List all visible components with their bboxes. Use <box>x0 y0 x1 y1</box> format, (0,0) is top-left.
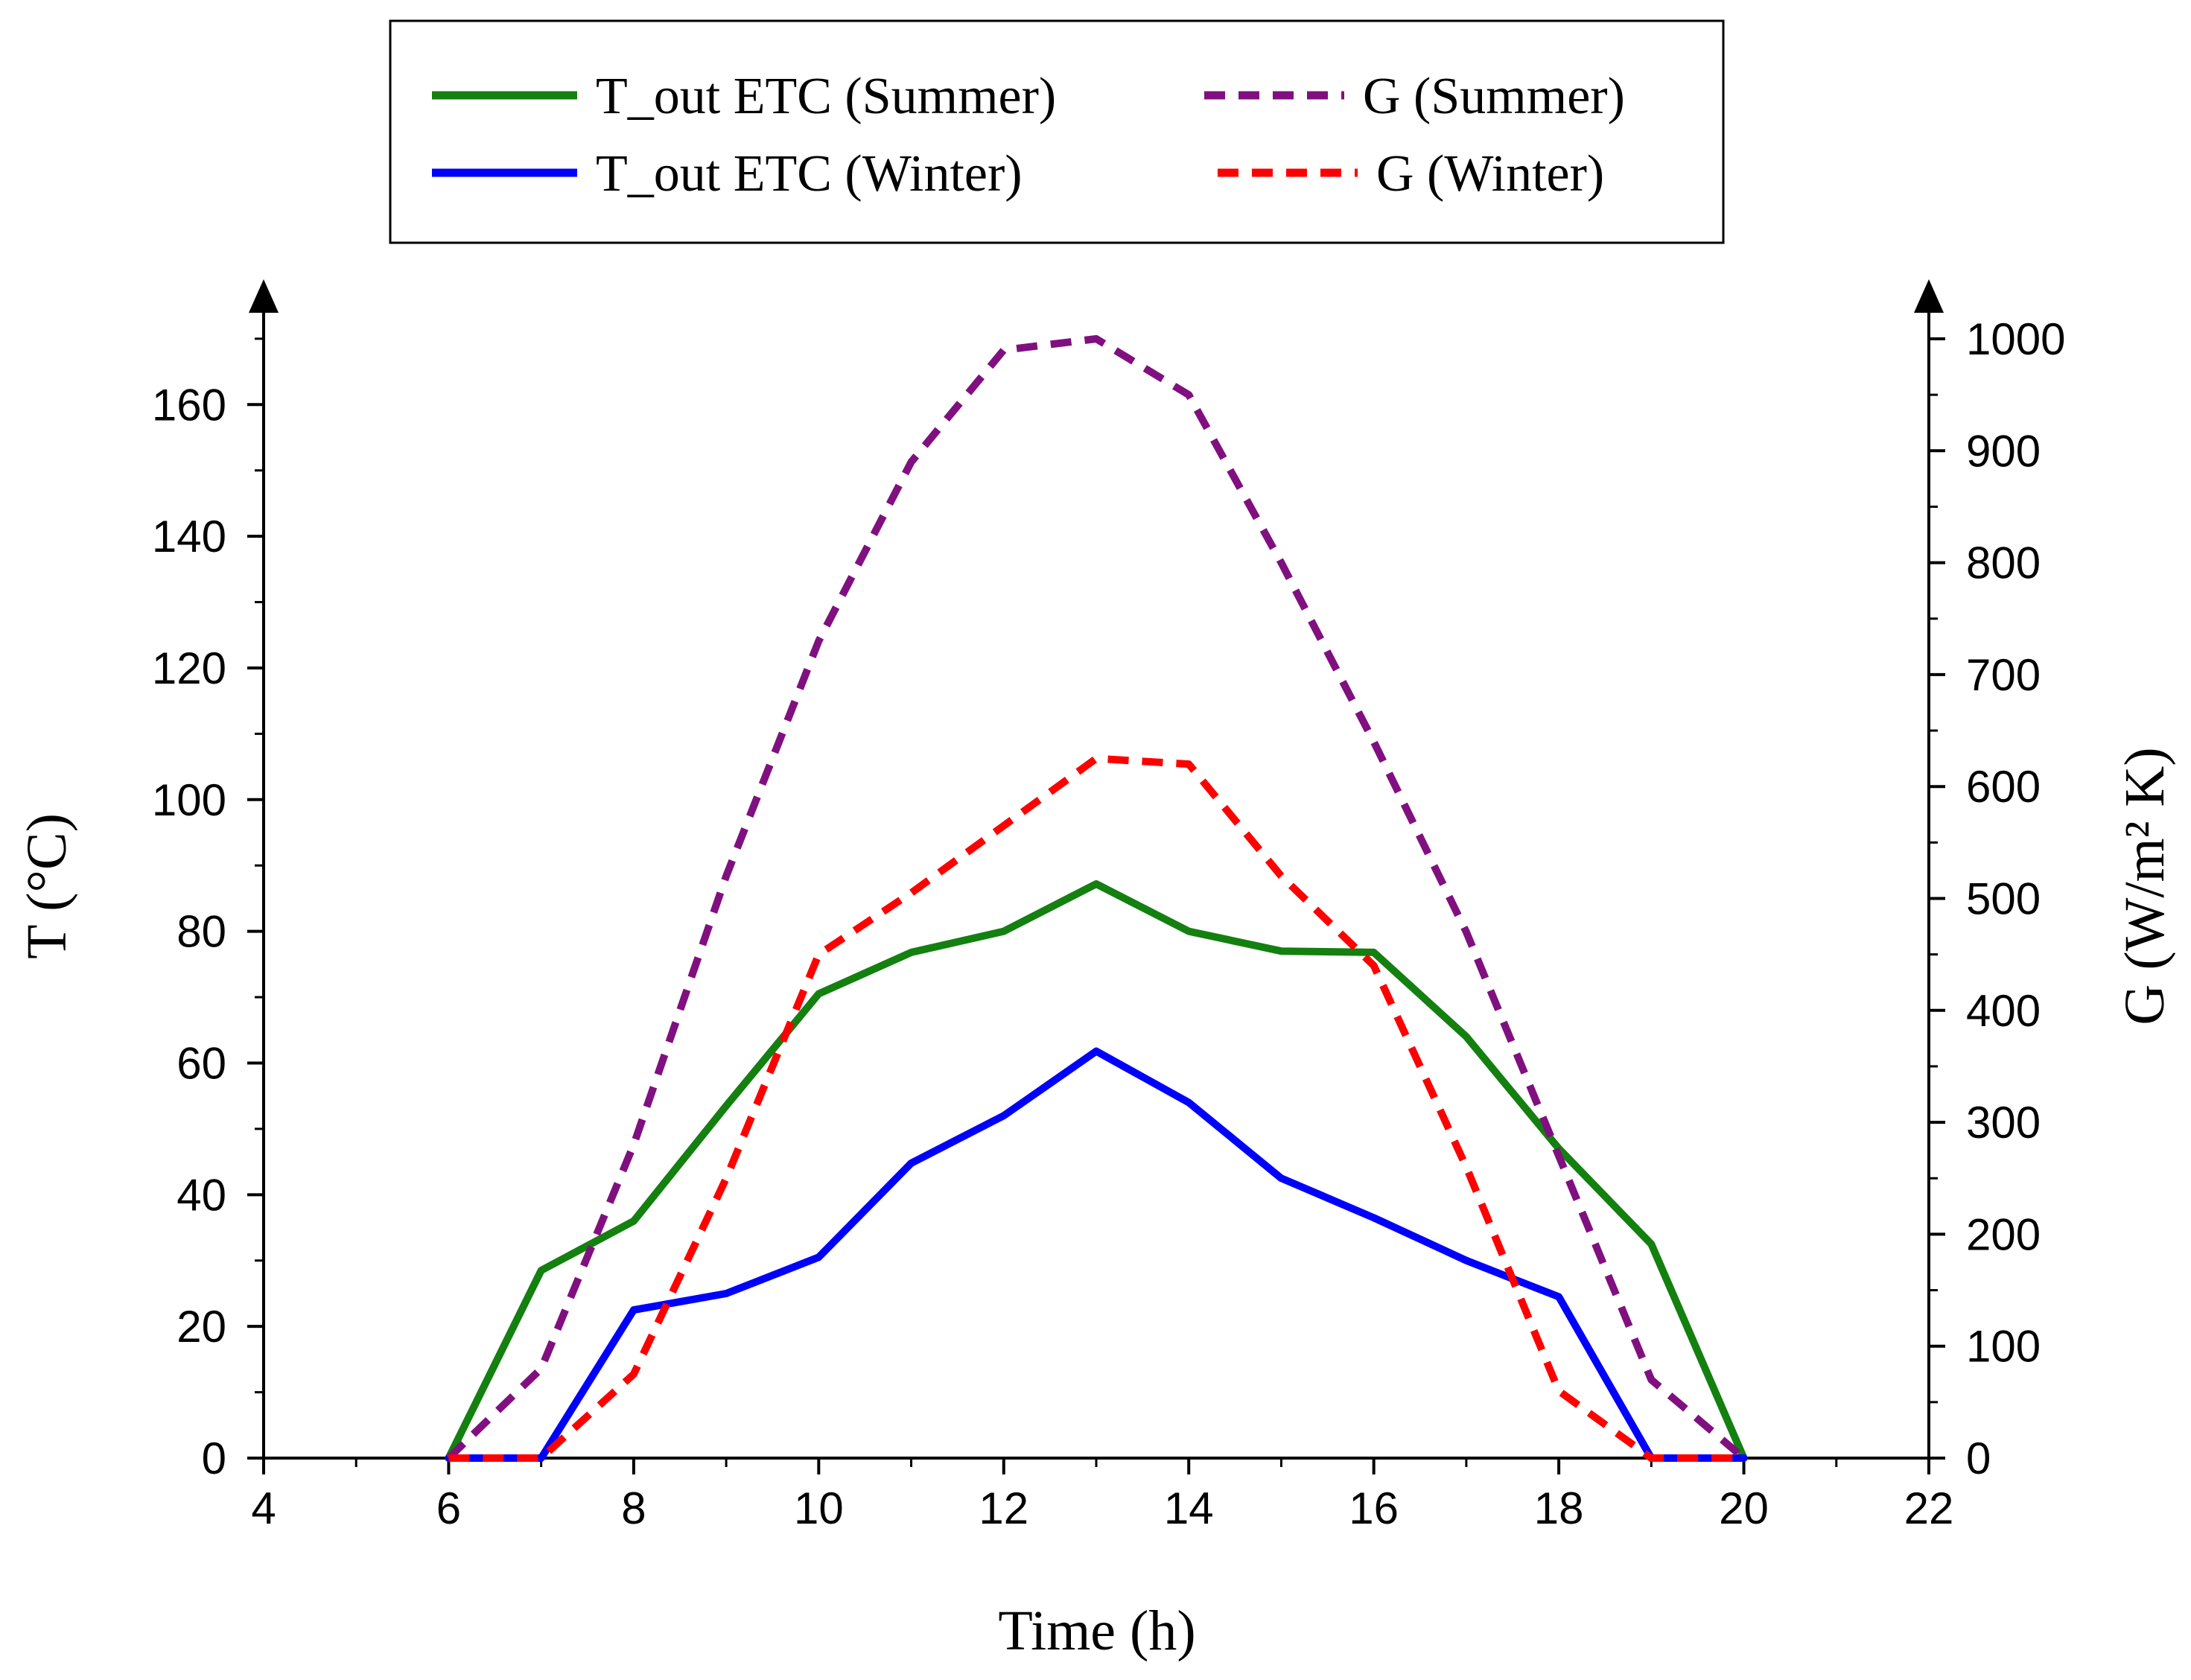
x-tick-label: 4 <box>251 1483 276 1533</box>
y-left-tick-label: 140 <box>152 512 226 561</box>
y-left-tick-label: 20 <box>177 1302 226 1352</box>
y-left-tick-label: 80 <box>177 907 226 957</box>
y-right-tick-label: 800 <box>1966 538 2041 588</box>
y-right-axis-title: G (W/m² K) <box>2114 747 2176 1025</box>
x-tick-label: 20 <box>1719 1483 1769 1533</box>
legend-frame <box>389 19 1725 244</box>
y-left-tick-label: 120 <box>152 643 226 693</box>
y-left-tick-label: 60 <box>177 1038 226 1088</box>
y-right-tick-label: 0 <box>1966 1434 1991 1483</box>
y-right-tick-label: 900 <box>1966 426 2041 476</box>
axes <box>249 279 1944 1460</box>
x-tick-label: 22 <box>1904 1483 1954 1533</box>
x-axis-title: Time (h) <box>998 1600 1195 1662</box>
series-lines <box>445 335 1748 1462</box>
x-tick-label: 18 <box>1534 1483 1584 1533</box>
x-tick-label: 10 <box>794 1483 844 1533</box>
x-tick-label: 12 <box>979 1483 1028 1533</box>
y-right-tick-label: 300 <box>1966 1098 2041 1148</box>
x-tick-label: 16 <box>1349 1483 1399 1533</box>
series-g-winter <box>448 754 1744 1462</box>
y-left-tick-label: 40 <box>177 1170 226 1220</box>
series-g-summer <box>445 335 1746 1461</box>
series-t-out-summer <box>445 880 1748 1462</box>
x-tick-label: 14 <box>1164 1483 1214 1533</box>
y-right-tick-label: 600 <box>1966 762 2041 812</box>
y-left-axis-title: T (°C) <box>16 813 78 959</box>
y-right-tick-label: 500 <box>1966 874 2041 924</box>
y-left-tick-label: 160 <box>152 380 226 430</box>
y-left-tick-label: 0 <box>202 1434 226 1483</box>
legend-label-g-winter: G (Winter) <box>1376 145 1604 203</box>
ticks <box>247 337 1945 1474</box>
y-left-tick-label: 100 <box>152 775 226 825</box>
x-tick-label: 6 <box>436 1483 461 1533</box>
tick-labels: 4 6 8 10 12 14 16 18 20 2202040608010012014016001… <box>152 314 2066 1533</box>
legend: T_out ETC (Summer) T_out ETC (Winter) G … <box>389 19 1725 244</box>
legend-label-t-winter: T_out ETC (Winter) <box>596 145 1023 203</box>
legend-label-g-summer: G (Summer) <box>1363 68 1625 125</box>
y-right-tick-label: 1000 <box>1966 314 2065 364</box>
x-tick-label: 8 <box>621 1483 646 1533</box>
y-right-tick-label: 100 <box>1966 1322 2041 1372</box>
y-right-tick-label: 700 <box>1966 650 2041 700</box>
y-right-axis-arrow <box>1914 279 1944 313</box>
y-left-axis-arrow <box>249 279 279 313</box>
y-right-tick-label: 200 <box>1966 1209 2041 1259</box>
legend-label-t-summer: T_out ETC (Summer) <box>596 68 1056 125</box>
y-right-tick-label: 400 <box>1966 986 2041 1036</box>
series-t-out-winter <box>445 1047 1748 1462</box>
